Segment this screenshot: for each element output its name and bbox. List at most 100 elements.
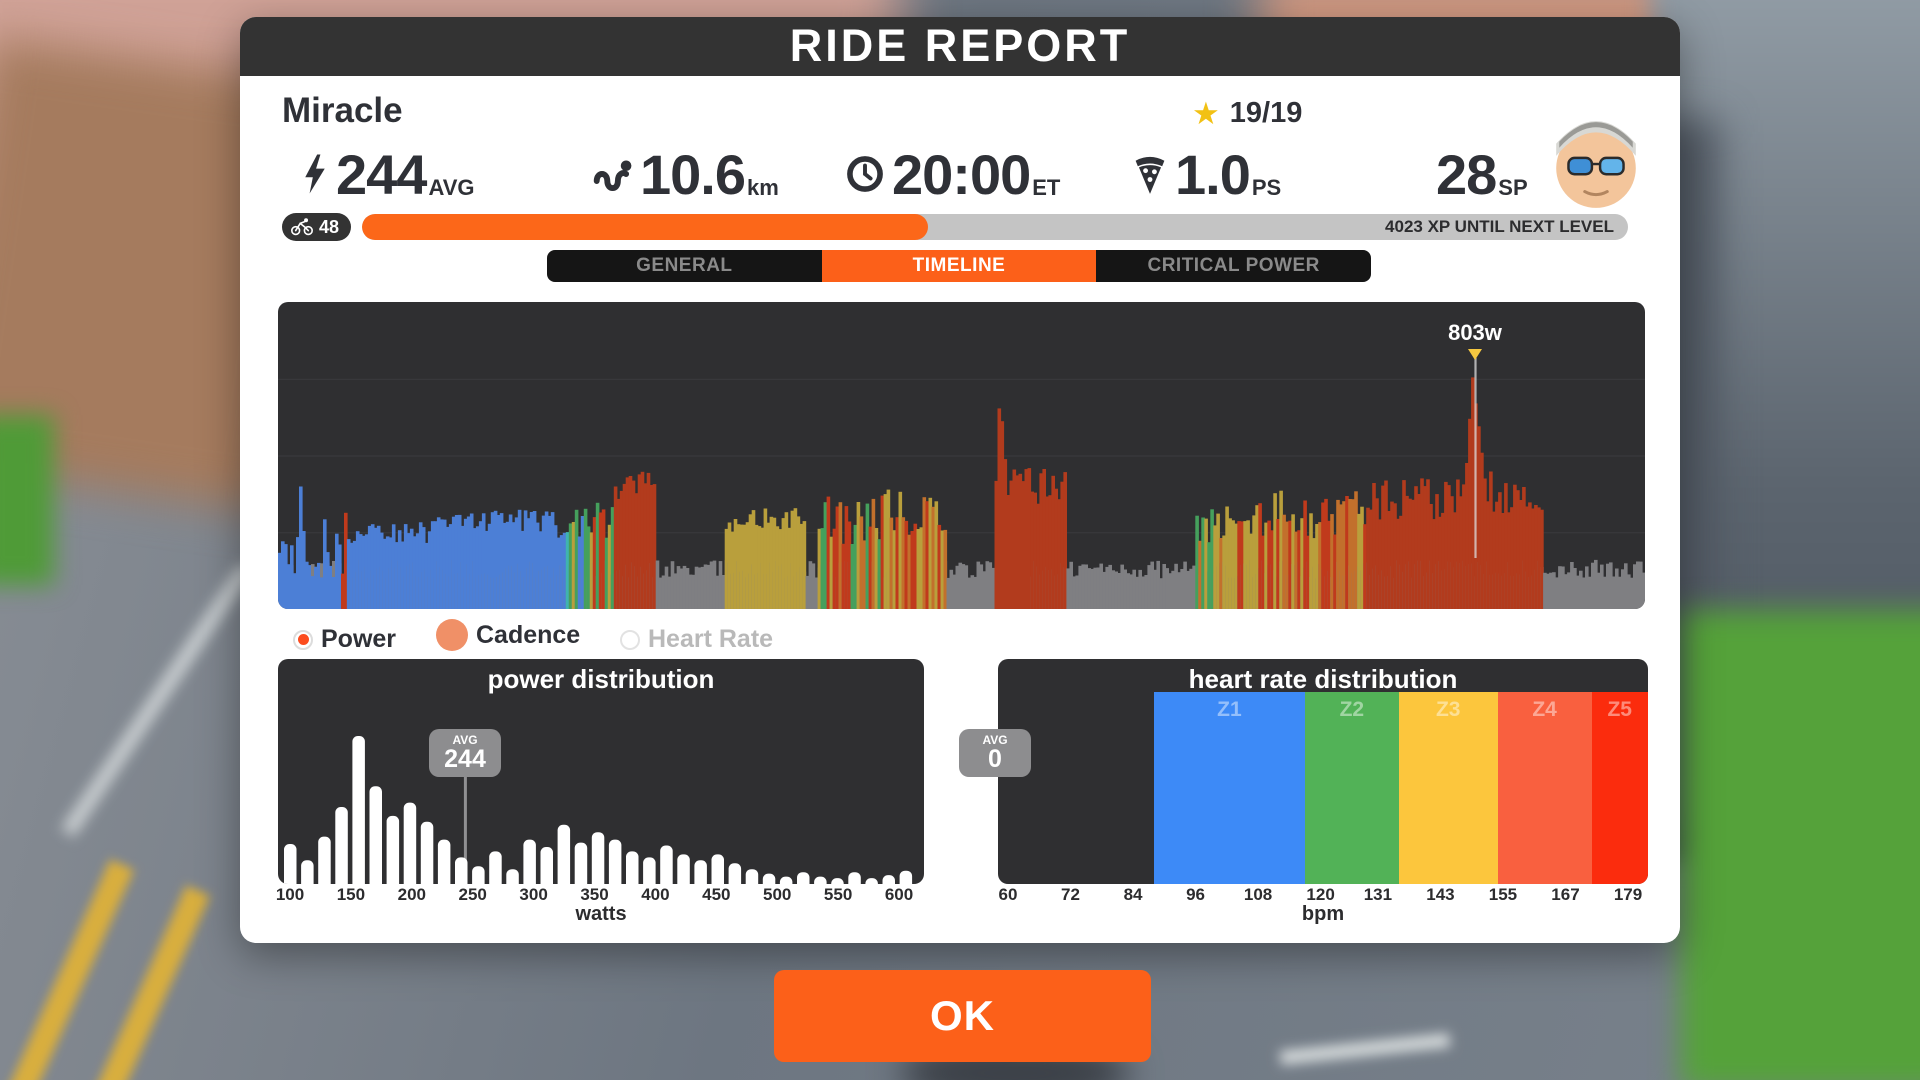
tab-critical-power[interactable]: CRITICAL POWER — [1096, 250, 1371, 282]
axis-tick-label: 84 — [1123, 885, 1143, 904]
panel-title: power distribution — [487, 664, 715, 694]
stat-value: 20:00 — [892, 143, 1031, 207]
axis-tick-label: 400 — [641, 885, 670, 904]
axis-tick-label: 179 — [1613, 885, 1643, 904]
legend-label: Power — [321, 625, 397, 653]
pizza-icon — [1133, 153, 1167, 195]
ride-name: Miracle — [282, 91, 403, 130]
axis-tick-label: 72 — [1061, 885, 1080, 904]
avg-badge-label: AVG — [452, 732, 478, 747]
avatar — [1546, 113, 1646, 213]
hr-zone-z1: Z1 — [1153, 692, 1305, 884]
route-stars: ★ 19/19 — [1192, 97, 1302, 130]
axis-tick-label: 96 — [1186, 885, 1206, 904]
panel-title: heart rate distribution — [1188, 664, 1458, 694]
axis-tick-label: 500 — [763, 885, 792, 904]
hr-zone-label: Z5 — [1607, 698, 1632, 721]
hr-zone-z5: Z5 — [1591, 692, 1648, 884]
stat-unit: km — [747, 175, 779, 200]
xp-level: 48 — [319, 216, 340, 237]
lightning-icon — [302, 153, 328, 195]
ride-report-card: RIDE REPORT Miracle ★ 19/19 244 AVG 10.6… — [240, 17, 1680, 943]
stat-elapsed-time: 20:00 ET — [846, 139, 1061, 207]
legend-item-cadence[interactable]: Cadence — [436, 619, 580, 651]
tab-general[interactable]: GENERAL — [547, 250, 822, 282]
hr-zone-label: Z4 — [1532, 698, 1557, 721]
xp-progress-bar: 4023 XP UNTIL NEXT LEVEL — [362, 214, 1628, 240]
stat-avg-power: 244 AVG — [302, 139, 475, 203]
stat-value: 10.6 — [640, 143, 746, 207]
axis-tick-label: 100 — [275, 885, 305, 904]
radio-selected-icon — [293, 629, 313, 650]
hr-zone-label: Z3 — [1435, 698, 1461, 721]
axis-tick-label: 300 — [519, 885, 548, 904]
peak-marker-icon — [1468, 349, 1482, 360]
star-icon: ★ — [1192, 96, 1220, 131]
ok-button[interactable]: OK — [774, 970, 1151, 1062]
legend-label: Cadence — [476, 620, 581, 649]
axis-tick-label: 150 — [336, 885, 366, 904]
clock-icon — [846, 155, 884, 193]
avg-power-badge: AVG 244 — [429, 729, 501, 777]
radio-unselected-icon — [620, 629, 640, 650]
avg-badge-label: AVG — [982, 732, 1008, 747]
avg-badge-value: 244 — [444, 744, 486, 773]
axis-tick-label: 200 — [397, 885, 426, 904]
axis-tick-label: 450 — [702, 885, 731, 904]
axis-tick-label: 600 — [884, 885, 914, 904]
axis-tick-label: 120 — [1306, 885, 1335, 904]
bg-grass — [0, 415, 54, 585]
hr-zone-label: Z1 — [1217, 698, 1242, 721]
tab-bar: GENERAL TIMELINE CRITICAL POWER — [547, 250, 1371, 282]
power-axis-label: watts — [575, 903, 627, 925]
axis-tick-label: 108 — [1243, 885, 1273, 904]
bg-road-line — [61, 563, 253, 837]
xp-progress-fill — [362, 214, 928, 240]
legend-item-heart-rate[interactable]: Heart Rate — [620, 625, 773, 654]
stat-distance: 10.6 km — [592, 139, 779, 207]
route-stars-count: 19/19 — [1229, 97, 1303, 129]
axis-tick-label: 131 — [1363, 885, 1393, 904]
route-icon — [592, 156, 632, 192]
bike-icon — [290, 218, 314, 236]
tab-timeline[interactable]: TIMELINE — [821, 250, 1097, 282]
stat-unit: AVG — [428, 175, 475, 200]
peak-power-label: 803w — [1448, 320, 1502, 345]
power-distribution-panel: power distribution — [278, 659, 924, 884]
axis-tick-label: 250 — [458, 885, 487, 904]
power-histogram — [284, 733, 913, 884]
avg-badge-value: 0 — [988, 744, 1002, 773]
hr-zone-z3: Z3 — [1398, 692, 1498, 884]
bg-road-line — [1279, 1033, 1451, 1065]
hr-distribution-panel: heart rate distribution Z1 Z2 Z3 Z4 Z5 — [998, 659, 1648, 884]
hr-zone-z4: Z4 — [1497, 692, 1592, 884]
axis-tick-label: 143 — [1426, 885, 1455, 904]
power-axis-ticks: 100 150 200 250 300 350 400 450 500 550 600 — [275, 885, 924, 905]
xp-remaining-label: 4023 XP UNTIL NEXT LEVEL — [1385, 217, 1614, 236]
bg-grass — [1680, 610, 1920, 1080]
hr-axis-label: bpm — [1301, 903, 1345, 925]
timeline-legend: Power Cadence Heart Rate — [240, 619, 1680, 657]
stat-pizza-slices: 1.0 PS — [1133, 139, 1282, 207]
stat-unit: SP — [1498, 175, 1528, 200]
axis-tick-label: 550 — [823, 885, 853, 904]
hr-zone-z2: Z2 — [1304, 692, 1399, 884]
stat-unit: ET — [1032, 175, 1061, 200]
hr-zone-label: Z2 — [1339, 698, 1365, 721]
xp-level-badge: 48 — [282, 213, 352, 241]
stat-value: 28 — [1436, 143, 1497, 207]
stat-sprint-points: 28 SP — [1436, 139, 1528, 207]
axis-tick-label: 167 — [1551, 885, 1580, 904]
page-title: RIDE REPORT — [240, 17, 1680, 76]
axis-tick-label: 350 — [580, 885, 609, 904]
cadence-swatch-icon — [436, 619, 468, 651]
stat-value: 1.0 — [1175, 143, 1251, 207]
axis-tick-label: 155 — [1488, 885, 1518, 904]
hr-zones: Z1 Z2 Z3 Z4 Z5 — [998, 692, 1648, 884]
stat-unit: PS — [1251, 175, 1282, 200]
legend-label: Heart Rate — [648, 625, 774, 653]
legend-item-power[interactable]: Power — [293, 625, 396, 654]
timeline-panel: 803w — [278, 302, 1645, 609]
axis-tick-label: 60 — [998, 885, 1018, 904]
hr-axis-ticks: 60 72 84 96 108 120 131 143 155 167 179 — [998, 885, 1648, 905]
